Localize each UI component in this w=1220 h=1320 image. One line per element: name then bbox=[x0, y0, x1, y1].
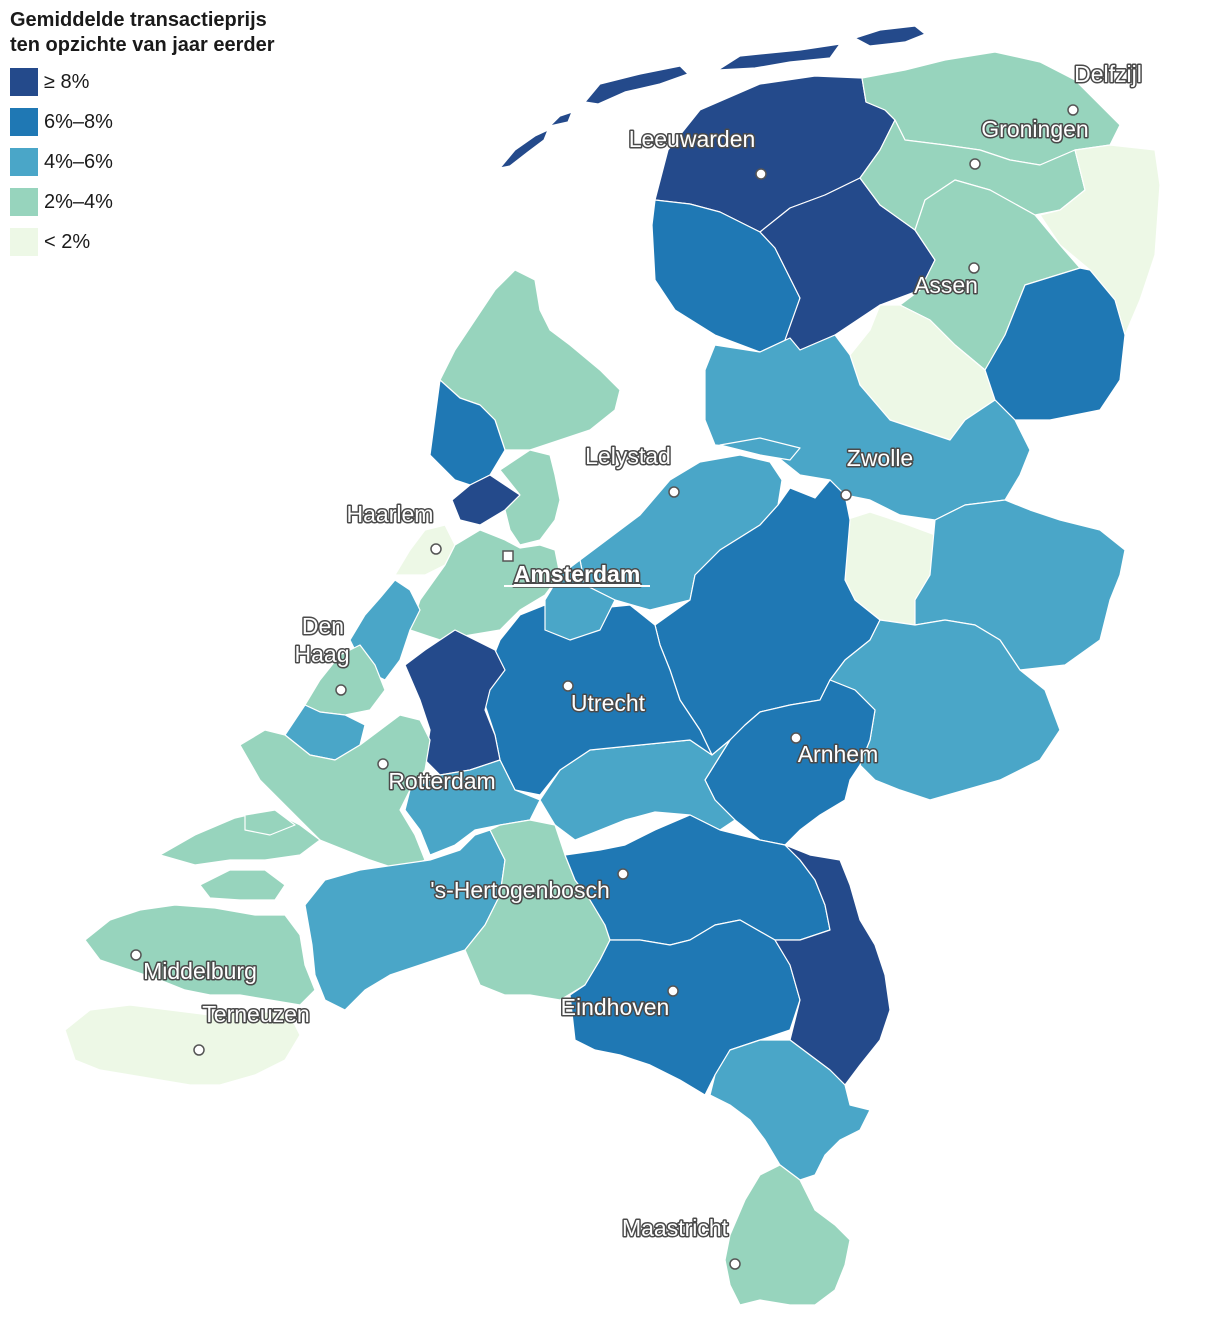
city-label-haag: Haag bbox=[295, 641, 350, 667]
region-arnhem-nijmegen bbox=[704, 679, 876, 846]
city-label-lelystad: Lelystad bbox=[585, 443, 671, 469]
legend-label-lt2: < 2% bbox=[44, 230, 91, 253]
region-noord-overijssel bbox=[704, 334, 1031, 521]
legend: Gemiddelde transactieprijs ten opzichte … bbox=[10, 8, 275, 262]
city-marker-delfzijl bbox=[1067, 104, 1079, 116]
legend-label-2-4: 2%–4% bbox=[44, 190, 113, 213]
city-marker-haarlem bbox=[430, 543, 442, 555]
city-marker-terneuzen bbox=[193, 1044, 205, 1056]
city-marker-groningen bbox=[969, 158, 981, 170]
legend-label-ge8: ≥ 8% bbox=[44, 70, 90, 93]
legend-swatch-lt2 bbox=[10, 228, 38, 256]
city-label-zwolle: Zwolle bbox=[847, 445, 913, 471]
city-marker-assen bbox=[968, 262, 980, 274]
region-midden-limburg bbox=[709, 1039, 871, 1181]
region-groot-rijnmond bbox=[159, 809, 321, 866]
legend-item-4-6: 4%–6% bbox=[10, 142, 275, 182]
city-marker-maastricht bbox=[729, 1258, 741, 1270]
region-zaanstreek bbox=[499, 449, 561, 546]
region-zeeuws-vlaanderen bbox=[64, 1004, 301, 1086]
region-oost-groningen bbox=[1039, 144, 1161, 336]
legend-title-line-2: ten opzichte van jaar eerder bbox=[10, 34, 275, 56]
region-wadden-islands bbox=[717, 43, 841, 71]
city-label-assen: Assen bbox=[914, 272, 978, 298]
legend-item-lt2: < 2% bbox=[10, 222, 275, 262]
region-wadden-islands bbox=[854, 25, 926, 47]
city-marker-lelystad bbox=[668, 486, 680, 498]
region-wadden-islands bbox=[584, 65, 689, 105]
region-wadden-islands bbox=[549, 111, 573, 127]
legend-swatch-4-6 bbox=[10, 148, 38, 176]
legend-item-2-4: 2%–4% bbox=[10, 182, 275, 222]
city-marker-s-hertogenbosch bbox=[617, 868, 629, 880]
city-label-s-hertogenbosch: 's-Hertogenbosch bbox=[430, 877, 610, 903]
region-wadden-islands bbox=[499, 129, 549, 169]
city-label-haarlem: Haarlem bbox=[347, 501, 434, 527]
city-marker-zwolle bbox=[840, 489, 852, 501]
legend-item-ge8: ≥ 8% bbox=[10, 62, 275, 102]
region-het-gooi-en-vechtstreek bbox=[544, 559, 616, 641]
legend-item-6-8: 6%–8% bbox=[10, 102, 275, 142]
region-zuidoost-drenthe bbox=[984, 267, 1126, 421]
city-label-rotterdam: Rotterdam bbox=[388, 768, 495, 794]
city-label-arnhem: Arnhem bbox=[798, 741, 879, 767]
city-label-utrecht: Utrecht bbox=[571, 690, 646, 716]
city-label-groningen: Groningen bbox=[981, 116, 1088, 142]
city-marker-utrecht bbox=[562, 680, 574, 692]
region-groot-amsterdam bbox=[409, 529, 561, 641]
city-marker-haag bbox=[335, 684, 347, 696]
region-alkmaar bbox=[429, 379, 506, 486]
regions-layer bbox=[64, 25, 1161, 1306]
legend-title-line-1: Gemiddelde transactieprijs bbox=[10, 9, 267, 31]
city-label-maastricht: Maastricht bbox=[622, 1215, 729, 1241]
city-marker-eindhoven bbox=[667, 985, 679, 997]
region-zeeland bbox=[244, 809, 296, 836]
city-label-leeuwarden: Leeuwarden bbox=[629, 126, 756, 152]
region-zuid-limburg bbox=[724, 1164, 851, 1306]
city-label-amsterdam: Amsterdam bbox=[514, 561, 641, 587]
cities-layer: Delfzijl Groningen Leeuwarden Assen Lelystad… bbox=[130, 60, 1143, 1270]
city-marker-rotterdam bbox=[377, 758, 389, 770]
region-zeeland bbox=[84, 904, 316, 1006]
city-label-delfzijl: Delfzijl bbox=[1074, 61, 1142, 87]
city-label-eindhoven: Eindhoven bbox=[561, 994, 670, 1020]
city-marker-arnhem bbox=[790, 732, 802, 744]
region-flevoland bbox=[719, 437, 801, 461]
legend-swatch-ge8 bbox=[10, 68, 38, 96]
city-label-den: Den bbox=[302, 613, 344, 639]
legend-label-4-6: 4%–6% bbox=[44, 150, 113, 173]
legend-swatch-6-8 bbox=[10, 108, 38, 136]
region-agglomeratie-haarlem bbox=[394, 524, 456, 576]
region-zeeland bbox=[199, 869, 286, 901]
legend-label-6-8: 6%–8% bbox=[44, 110, 113, 133]
legend-swatch-2-4 bbox=[10, 188, 38, 216]
city-label-terneuzen: Terneuzen bbox=[202, 1001, 309, 1027]
city-marker-leeuwarden bbox=[755, 168, 767, 180]
city-marker-amsterdam bbox=[502, 550, 514, 562]
city-label-middelburg: Middelburg bbox=[143, 958, 257, 984]
city-marker-middelburg bbox=[130, 949, 142, 961]
